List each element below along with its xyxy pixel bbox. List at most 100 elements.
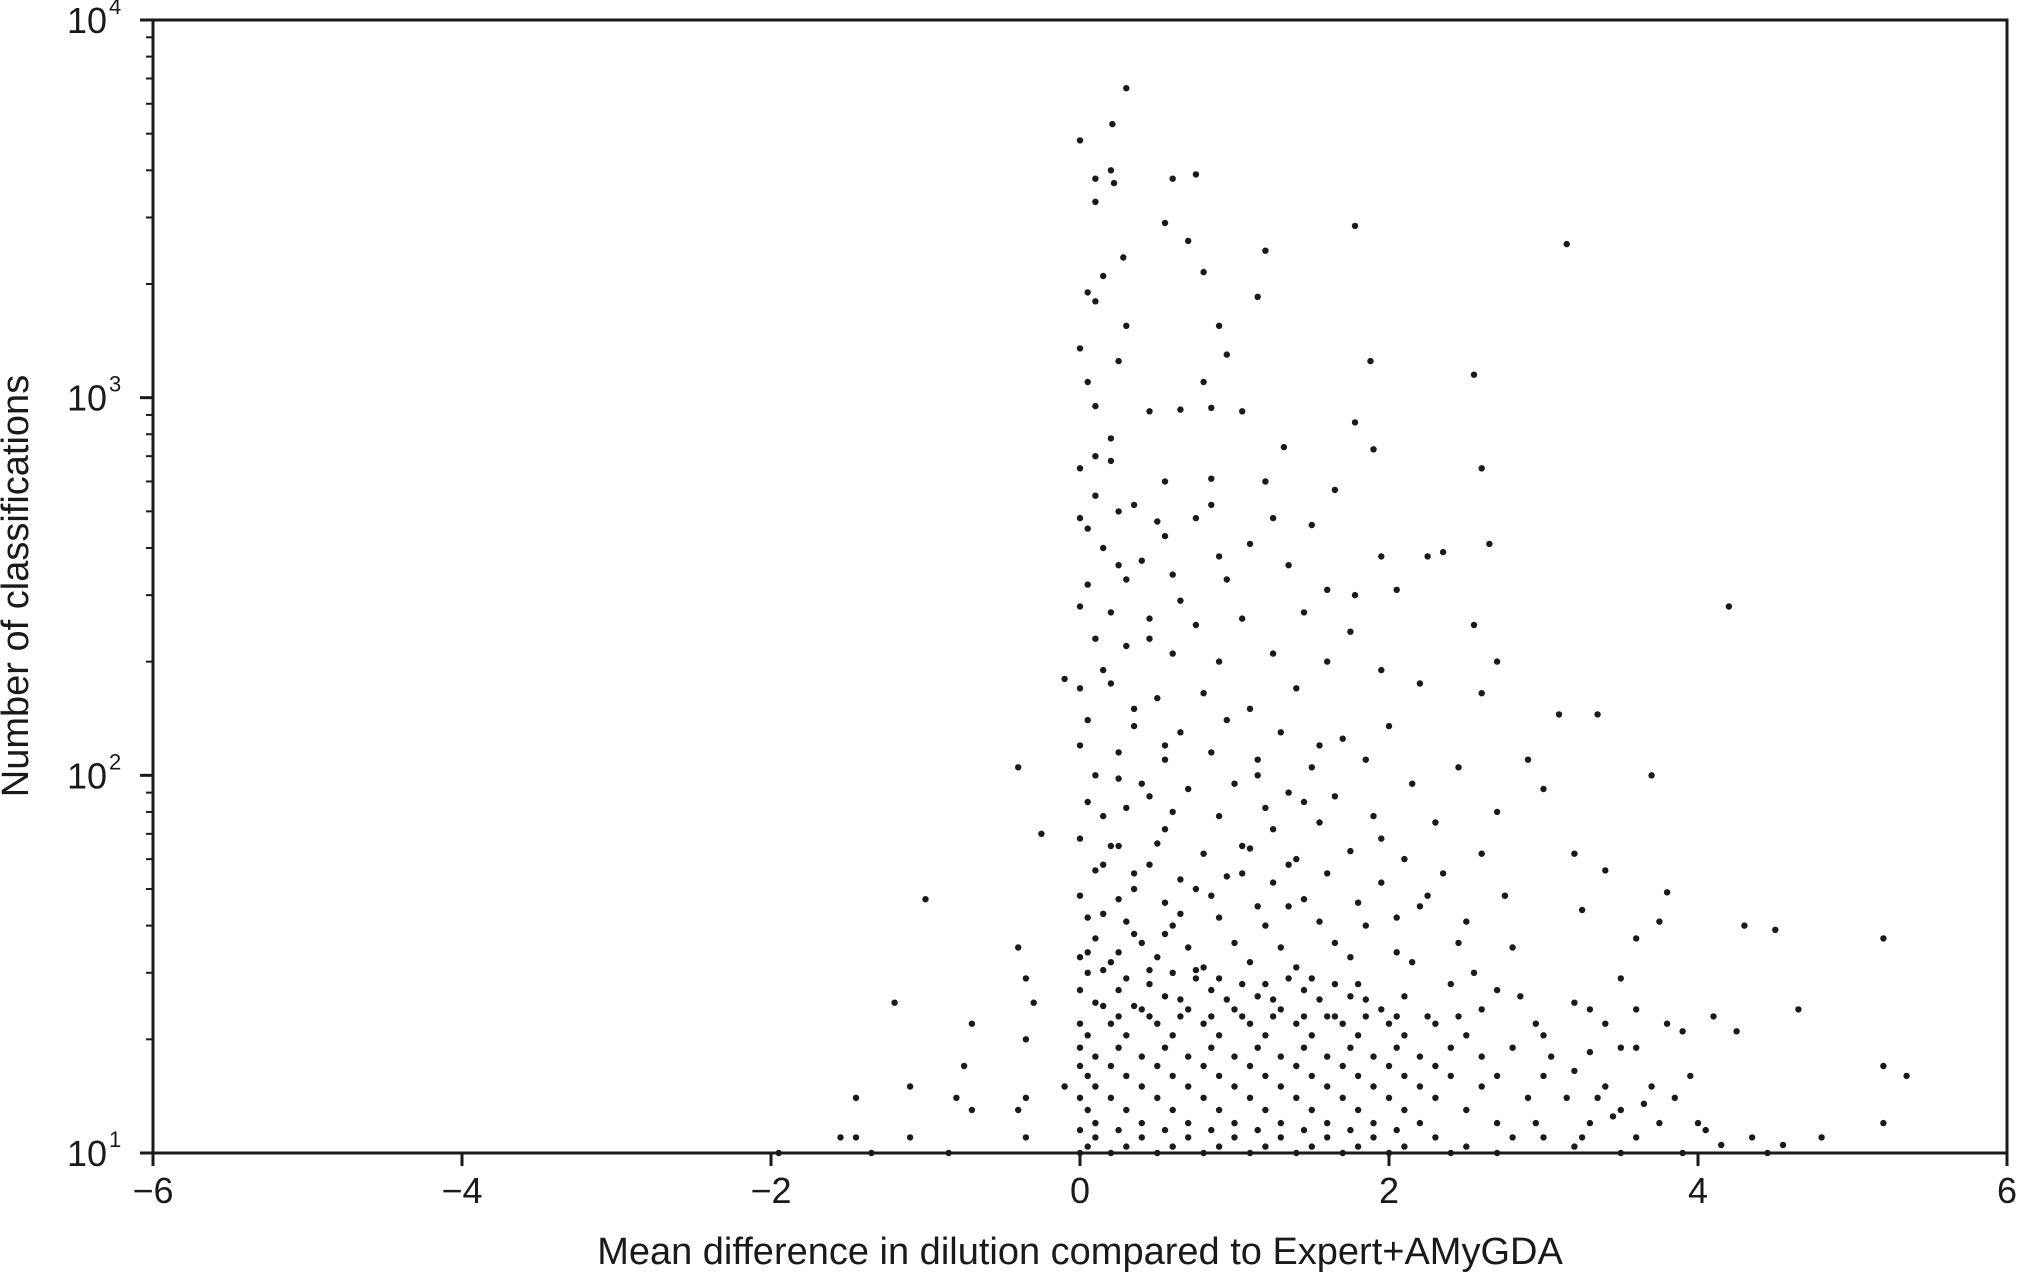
data-point [1409, 780, 1416, 787]
data-point [1115, 562, 1122, 569]
data-point [1146, 793, 1153, 800]
data-point [1138, 1119, 1146, 1127]
data-point [1277, 1083, 1285, 1090]
data-point [1393, 1013, 1400, 1020]
data-point [1107, 680, 1115, 687]
data-point [1269, 650, 1277, 657]
data-point [1548, 1053, 1555, 1060]
data-point [1115, 1126, 1122, 1134]
data-point [1324, 1013, 1331, 1020]
data-point [1161, 899, 1169, 906]
data-point [1231, 1134, 1238, 1141]
data-point [1293, 855, 1300, 863]
y-tick-label: 10 [67, 755, 107, 796]
data-point [1146, 635, 1153, 642]
data-point [1347, 1126, 1354, 1134]
data-point [1362, 996, 1370, 1003]
data-point [1354, 1143, 1362, 1150]
data-point [1154, 954, 1161, 961]
data-point [1509, 1134, 1516, 1141]
data-point [1161, 756, 1169, 763]
data-point [1123, 804, 1130, 812]
data-point [1154, 840, 1161, 847]
data-point [1231, 1119, 1238, 1127]
data-point [1540, 1072, 1547, 1080]
data-point [1084, 289, 1091, 296]
data-point [1169, 922, 1176, 929]
data-point [1169, 808, 1176, 816]
data-point [1393, 914, 1400, 921]
data-point [1208, 892, 1215, 899]
data-point [1061, 675, 1068, 683]
data-point [1316, 819, 1323, 826]
data-point [1331, 793, 1339, 800]
data-point [1316, 742, 1323, 749]
data-point [1347, 1044, 1354, 1051]
data-point [1725, 603, 1733, 610]
data-point [1177, 406, 1184, 413]
data-point [1269, 1013, 1277, 1020]
data-point [1285, 789, 1292, 796]
x-axis: −6 −4 −2 0 2 4 6 [132, 1153, 2017, 1211]
data-point [1493, 986, 1501, 994]
data-point [1239, 408, 1246, 415]
data-point [1493, 658, 1501, 665]
data-point [1138, 1053, 1146, 1060]
data-point [1401, 855, 1408, 863]
data-point [1107, 959, 1115, 966]
data-point [1300, 609, 1308, 616]
data-point [1231, 939, 1238, 947]
data-point [1254, 993, 1261, 1000]
data-point [1378, 553, 1385, 560]
data-point [1038, 830, 1045, 837]
data-point [1439, 548, 1447, 556]
y-tick-exponent: 2 [109, 749, 121, 774]
data-point [1486, 540, 1493, 548]
data-point [1463, 1143, 1470, 1150]
data-point [1123, 1106, 1130, 1114]
data-point [1215, 812, 1223, 820]
data-point [1177, 996, 1184, 1003]
data-point [1215, 1143, 1223, 1150]
data-point [1262, 922, 1269, 929]
data-point [1324, 1053, 1331, 1060]
data-point [1401, 1032, 1408, 1039]
data-point [1378, 835, 1385, 842]
data-point [1470, 621, 1478, 629]
data-point [1246, 1094, 1254, 1102]
data-point [1092, 492, 1099, 499]
data-point [968, 1106, 976, 1114]
data-point [1347, 954, 1354, 961]
data-point [1215, 975, 1223, 982]
data-point [1269, 514, 1277, 522]
data-point [1138, 1006, 1146, 1013]
data-point [1200, 850, 1207, 857]
data-point [1370, 1134, 1377, 1141]
data-point [1308, 1106, 1316, 1114]
data-point [1416, 1053, 1424, 1060]
data-point [1347, 628, 1354, 635]
data-point [1617, 1044, 1625, 1051]
data-point [1401, 993, 1408, 1000]
data-point [1084, 1106, 1091, 1114]
data-point [1092, 175, 1099, 182]
data-point [1331, 939, 1339, 947]
data-point [1818, 1134, 1825, 1141]
data-point [1200, 1094, 1207, 1102]
data-point [1378, 879, 1385, 886]
data-points [775, 85, 1910, 1157]
data-point [1076, 1094, 1084, 1102]
data-point [1092, 402, 1099, 410]
data-point [1246, 540, 1254, 548]
data-point [1076, 892, 1084, 899]
data-point [1470, 371, 1478, 378]
data-point [1200, 690, 1207, 697]
data-point [1215, 658, 1223, 665]
data-point [1115, 1013, 1122, 1020]
data-point [1308, 1143, 1316, 1150]
data-point [1177, 729, 1184, 736]
data-point [1416, 680, 1424, 687]
data-point [1532, 1020, 1540, 1027]
data-point [1200, 378, 1207, 386]
data-point [1107, 1062, 1115, 1070]
